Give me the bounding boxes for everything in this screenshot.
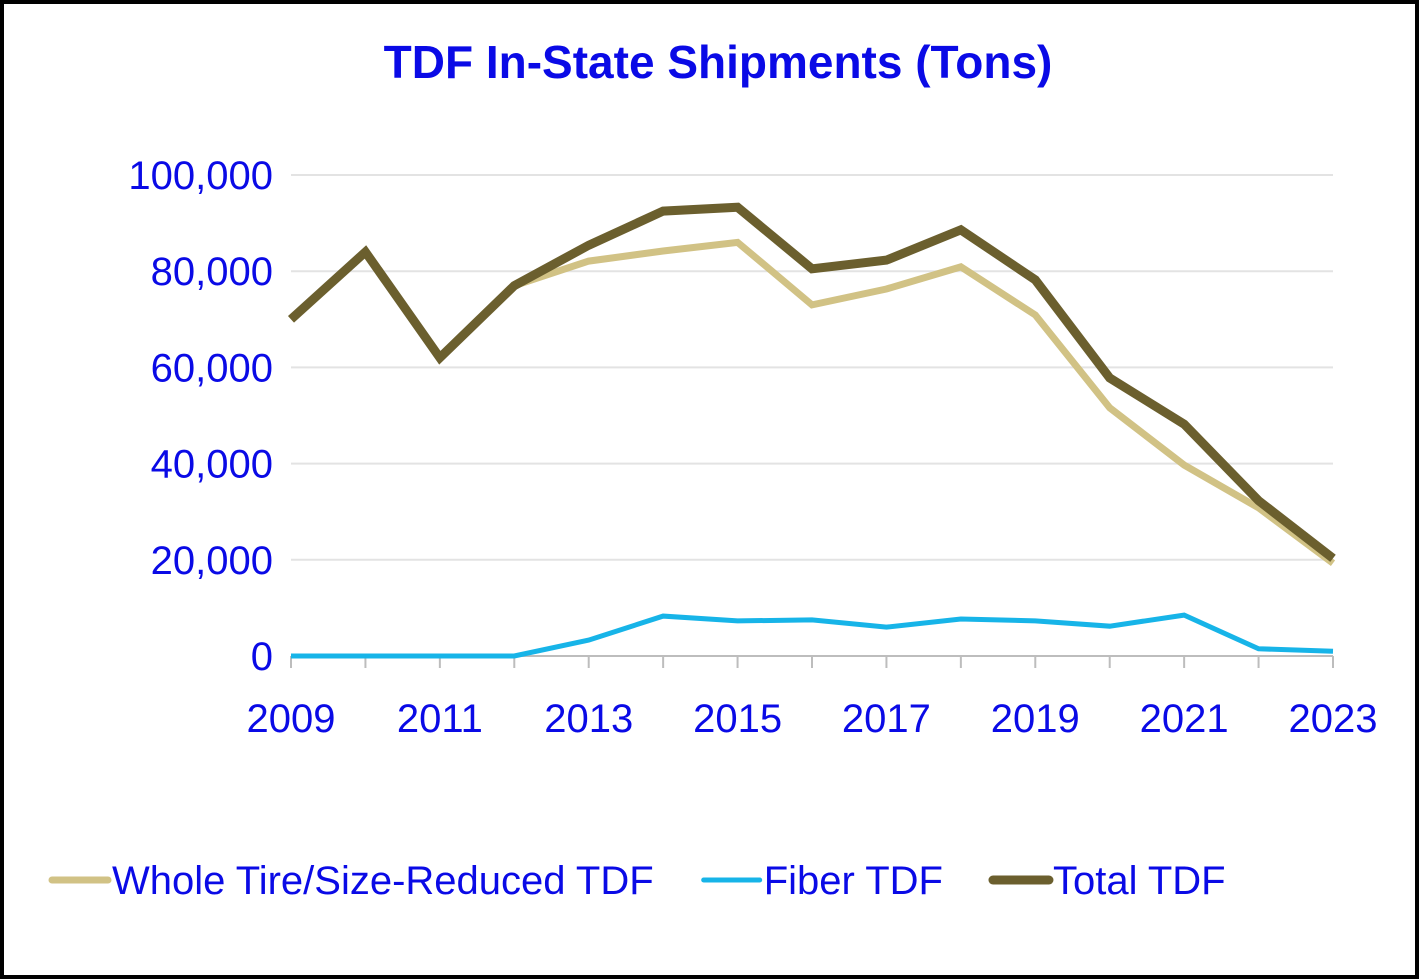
y-tick-label: 80,000 (151, 250, 273, 294)
legend-label: Total TDF (1053, 859, 1226, 903)
y-tick-label: 40,000 (151, 443, 273, 487)
x-tick-label: 2023 (1289, 697, 1378, 741)
x-tick-label: 2009 (247, 697, 336, 741)
legend-label: Whole Tire/Size-Reduced TDF (112, 859, 654, 903)
x-tick-label: 2015 (693, 697, 782, 741)
y-tick-label: 0 (251, 635, 273, 679)
x-tick-label: 2011 (397, 697, 483, 741)
y-tick-label: 100,000 (128, 154, 273, 198)
x-tick-label: 2017 (842, 697, 931, 741)
y-tick-label: 20,000 (151, 539, 273, 583)
series-line (291, 612, 1334, 659)
x-tick-label: 2013 (544, 697, 633, 741)
series-line (287, 202, 1336, 562)
legend-label: Fiber TDF (764, 859, 943, 903)
x-tick-label: 2019 (991, 697, 1080, 741)
x-tick-label: 2021 (1140, 697, 1229, 741)
chart-title: TDF In-State Shipments (Tons) (384, 36, 1053, 88)
y-tick-label: 60,000 (151, 346, 273, 390)
